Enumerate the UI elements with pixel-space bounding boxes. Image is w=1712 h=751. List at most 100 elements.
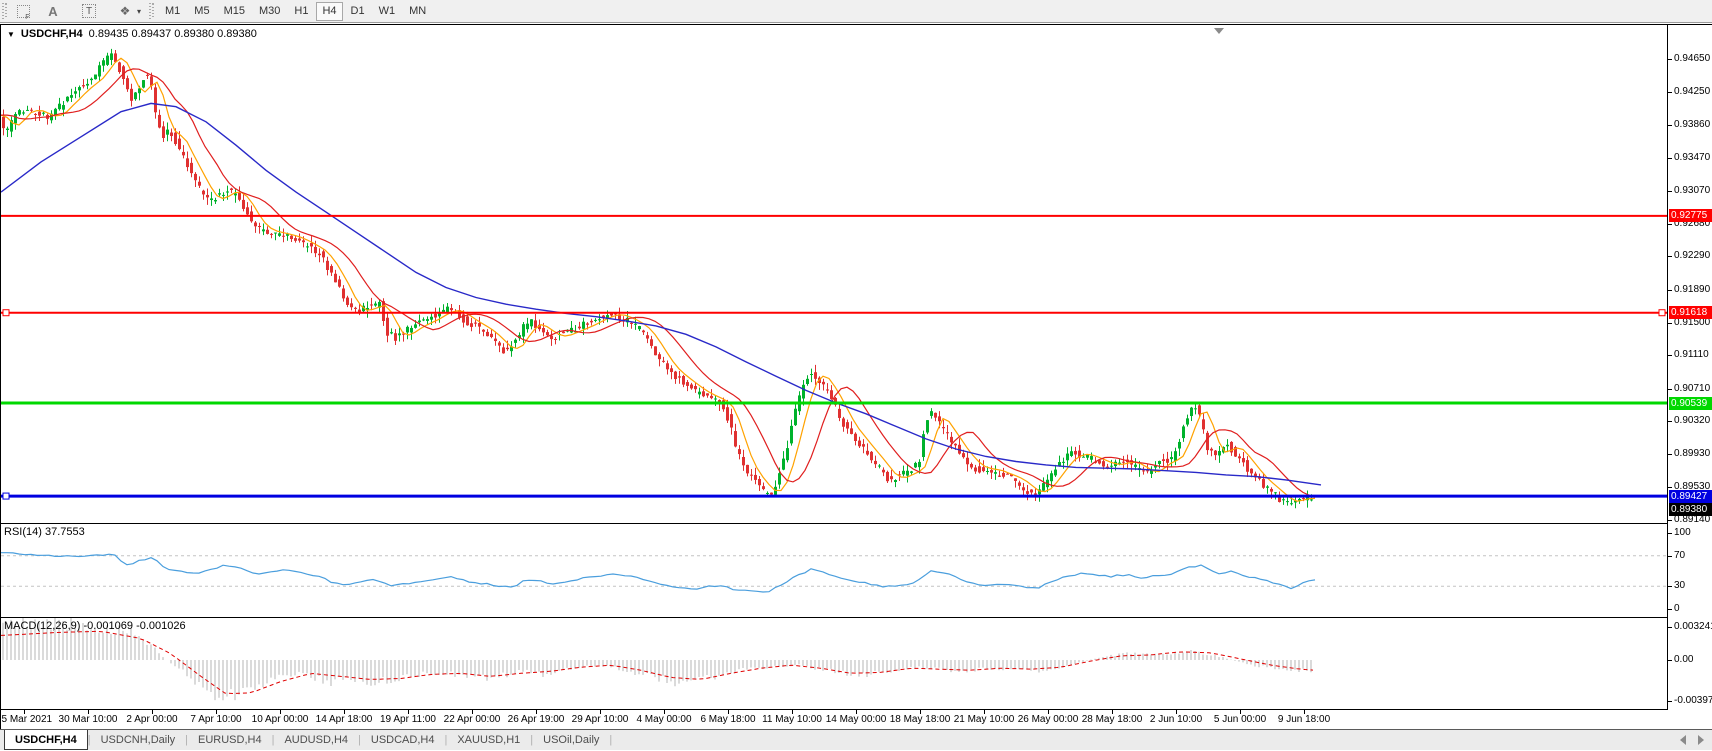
top-toolbar: F A T ❖ ▾ M1 M5 M15 M30 H1 H4 D1 W1 MN [0,0,1712,23]
time-axis-tick [600,710,601,714]
time-axis-tick [728,710,729,714]
time-axis-label: 25 Mar 2021 [0,714,53,725]
bid-price-label: 0.89380 [1669,502,1712,516]
axis-tick-mark [1668,322,1672,324]
axis-tick-label: 0.90710 [1674,382,1711,394]
time-axis-tick [856,710,857,714]
hline-price-label: 0.92775 [1669,209,1712,223]
tab-separator: | [444,734,448,746]
time-axis-tick [920,710,921,714]
axis-tick-mark [1668,355,1672,357]
time-axis-label: 22 Apr 00:00 [443,714,501,725]
scroll-right-icon[interactable] [1698,735,1704,745]
time-axis-label: 21 May 10:00 [953,714,1015,725]
text-label-icon[interactable]: T [79,2,99,20]
tab-audusd-h4[interactable]: AUDUSD,H4 [284,734,349,746]
price-axis[interactable]: 0.94650 0.94250 0.93860 0.93470 0.93070 0.926… [1667,25,1712,710]
tab-separator: | [271,734,275,746]
axis-tick-label: 0.92680 [1674,217,1711,229]
tab-usdcnh-daily[interactable]: USDCNH,Daily [100,734,176,746]
macd-indicator-label: MACD(12,26,9) -0.001069 -0.001026 [4,620,186,632]
timeframe-button-m30[interactable]: M30 [258,5,281,17]
chart-symbol-label: USDCHF,H4 [20,28,83,40]
axis-tick-mark [1668,256,1672,258]
hline-price-label: 0.90539 [1669,396,1712,410]
timeframe-button-d1[interactable]: D1 [350,5,365,17]
rsi-indicator-label: RSI(14) 37.7553 [4,526,85,538]
timeframe-button-h1[interactable]: H1 [294,5,309,17]
rsi-panel[interactable] [1,524,1667,617]
axis-tick-mark [1668,533,1672,534]
axis-tick-mark [1668,520,1672,522]
cycle-lines-icon[interactable]: ❖ [119,4,131,18]
time-axis-tick [1048,710,1049,714]
axis-tick-mark [1668,388,1672,390]
timeframe-button-w1[interactable]: W1 [378,5,396,17]
time-axis-tick [152,710,153,714]
dropdown-arrow-icon[interactable]: ▾ [137,6,142,16]
toolbar-grip-2[interactable] [149,3,155,19]
time-axis[interactable]: 25 Mar 2021 30 Mar 10:00 2 Apr 00:00 7 Apr … [0,710,1712,730]
time-axis-label: 7 Apr 10:00 [190,714,242,725]
time-axis-tick [1304,710,1305,714]
macd-panel[interactable] [1,618,1667,709]
tab-separator: | [530,734,534,746]
toolbar-grip[interactable] [2,3,7,19]
tab-usoil-daily[interactable]: USOil,Daily [543,734,600,746]
time-axis-label: 14 Apr 18:00 [315,714,373,725]
collapse-triangle-icon[interactable]: ▼ [7,29,15,39]
time-axis-tick [280,710,281,714]
timeframe-button-m15[interactable]: M15 [223,5,245,17]
plot-area: RSI(14) 37.7553 MACD(12,26,9) -0.001069 … [1,25,1667,710]
time-axis-label: 19 Apr 11:00 [380,714,436,725]
main-price-chart[interactable] [1,25,1667,523]
time-axis-tick [664,710,665,714]
time-axis-label: 2 Jun 10:00 [1149,714,1203,725]
timeframe-button-h4[interactable]: H4 [316,1,343,21]
time-axis-label: 14 May 00:00 [825,714,887,725]
tab-separator: | [87,734,91,746]
tab-xauusd-h1[interactable]: XAUUSD,H1 [457,734,521,746]
timeframe-button-mn[interactable]: MN [409,5,427,17]
time-axis-tick [1176,710,1177,714]
axis-tick-label: 0.93070 [1674,185,1711,197]
timeframe-button-m1[interactable]: M1 [165,5,181,17]
axis-tick-mark [1668,700,1672,702]
tab-usdchf-h4[interactable]: USDCHF,H4 [4,730,88,750]
axis-tick-label: 0.89530 [1674,481,1711,493]
time-axis-label: 11 May 10:00 [762,714,822,725]
symbol-tab-bar: USDCHF,H4 | USDCNH,Daily | EURUSD,H4 | AUDUSD,… [0,729,1712,750]
axis-tick-mark [1668,289,1672,291]
rsi-axis-tick: 30 [1674,580,1686,592]
chart-window: ▼ USDCHF,H4 0.89435 0.89437 0.89380 0.89… [0,24,1712,730]
time-axis-label: 9 Jun 18:00 [1277,714,1331,725]
axis-tick-label: 0.91500 [1674,316,1711,328]
tab-eurusd-h4[interactable]: EURUSD,H4 [198,734,262,746]
panel-separator-2[interactable] [1,617,1667,618]
scroll-left-icon[interactable] [1680,735,1686,745]
time-axis-tick [88,710,89,714]
tab-usdcad-h4[interactable]: USDCAD,H4 [370,734,435,746]
text-a-icon[interactable]: A [48,3,58,19]
tab-scroll-arrows [1680,735,1704,745]
time-axis-label: 26 May 00:00 [1017,714,1079,725]
chart-grid-f-icon[interactable]: F [13,2,33,21]
time-axis-tick [536,710,537,714]
macd-axis-tick: 0.003241 [1674,620,1712,632]
time-axis-label: 18 May 18:00 [889,714,951,725]
axis-tick-label: 0.91890 [1674,283,1711,295]
axis-tick-label: 0.90320 [1674,415,1711,427]
panel-separator[interactable] [1,523,1667,524]
time-axis-label: 6 May 18:00 [700,714,756,725]
axis-tick-mark [1668,223,1672,225]
timeframe-button-m5[interactable]: M5 [194,5,210,17]
time-axis-tick [1112,710,1113,714]
time-axis-label: 26 Apr 19:00 [507,714,565,725]
axis-tick-label: 0.93470 [1674,151,1711,163]
axis-tick-mark [1668,609,1672,610]
time-axis-tick [24,710,25,714]
time-axis-tick [1240,710,1241,714]
axis-tick-mark [1668,660,1672,661]
tab-separator: | [609,734,613,746]
time-axis-label: 30 Mar 10:00 [58,714,118,725]
